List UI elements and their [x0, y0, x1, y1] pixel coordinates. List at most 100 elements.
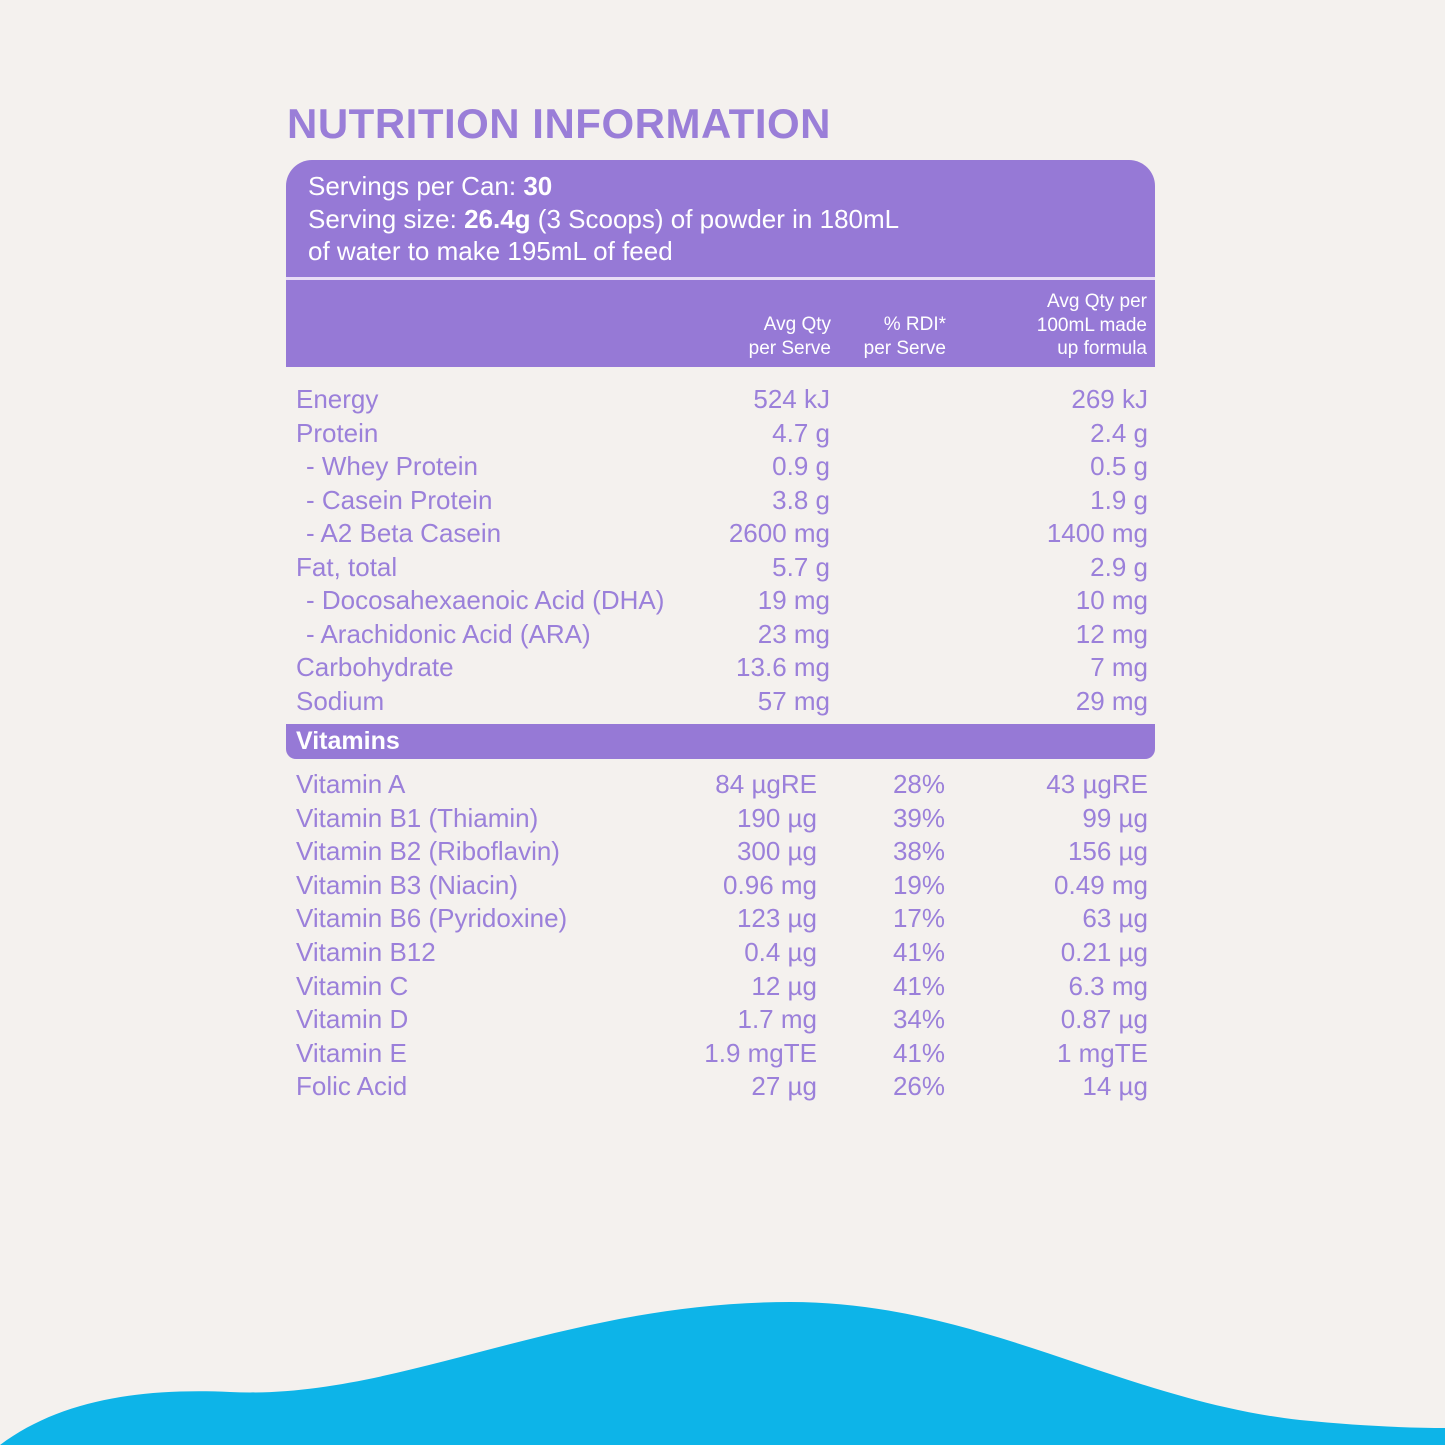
- size-value: 26.4g: [464, 203, 531, 234]
- nutrient-name: - Docosahexaenoic Acid (DHA): [306, 585, 665, 615]
- nutrient-row: Fat, total 5.7 g 2.9 g: [296, 551, 1148, 584]
- rdi-value: 34%: [892, 1004, 945, 1035]
- per-100ml-value: 0.87 µg: [1060, 1004, 1148, 1035]
- nutrient-row: Energy 524 kJ 269 kJ: [296, 383, 1148, 416]
- per-serve-value: 2600 mg: [728, 518, 830, 548]
- rdi-value: 19%: [892, 869, 945, 900]
- per-100ml-value: 0.49 mg: [1054, 869, 1148, 900]
- page-title: NUTRITION INFORMATION: [287, 100, 831, 147]
- nutrient-row: - Casein Protein 3.8 g 1.9 g: [296, 484, 1148, 517]
- vitamin-row: Vitamin B1 (Thiamin) 190 µg 39% 99 µg: [296, 802, 1148, 835]
- per-100ml-value: 2.9 g: [1090, 551, 1148, 582]
- rdi-value: 41%: [892, 970, 945, 1001]
- rdi-value: 28%: [892, 769, 945, 799]
- per-serve-value: 5.7 g: [772, 551, 830, 582]
- size-rest: (3 Scoops) of powder in 180mL: [530, 203, 900, 234]
- nutrient-name: - A2 Beta Casein: [306, 518, 502, 548]
- vitamin-name: Vitamin B2 (Riboflavin): [296, 836, 560, 867]
- vitamin-name: Vitamin B1 (Thiamin): [296, 802, 539, 833]
- nutrient-row: - A2 Beta Casein 2600 mg 1400 mg: [296, 517, 1148, 550]
- per-serve-value: 13.6 mg: [736, 652, 830, 682]
- rdi-value: 26%: [892, 1071, 945, 1102]
- per-100ml-value: 1.9 g: [1090, 484, 1148, 515]
- col-header-rdi: % RDI* per Serve: [863, 314, 946, 359]
- per-100ml-value: 156 µg: [1067, 836, 1148, 867]
- rdi-value: 38%: [892, 836, 945, 867]
- nutrient-name: Carbohydrate: [296, 652, 454, 682]
- vitamin-row: Vitamin B3 (Niacin) 0.96 mg 19% 0.49 mg: [296, 869, 1148, 902]
- per-100ml-value: 1400 mg: [1046, 518, 1148, 548]
- servings-label: Servings per Can:: [308, 171, 524, 201]
- per-100ml-value: 0.21 µg: [1060, 937, 1148, 967]
- vitamin-name: Vitamin B12: [296, 937, 436, 967]
- nutrient-name: Fat, total: [296, 551, 398, 582]
- per-serve-value: 0.4 µg: [744, 937, 817, 967]
- per-serve-value: 1.9 mgTE: [704, 1037, 817, 1068]
- vitamin-row: Vitamin D 1.7 mg 34% 0.87 µg: [296, 1003, 1148, 1036]
- nutrient-name: Energy: [296, 384, 379, 414]
- size-label: Serving size:: [308, 203, 465, 234]
- vitamin-name: Vitamin B3 (Niacin): [296, 869, 519, 900]
- vitamin-name: Vitamin E: [296, 1037, 407, 1068]
- per-serve-value: 0.9 g: [772, 451, 830, 481]
- per-100ml-value: 43 µgRE: [1046, 769, 1148, 799]
- vitamin-name: Folic Acid: [296, 1071, 408, 1102]
- vitamin-row: Vitamin A 84 µgRE 28% 43 µgRE: [296, 768, 1148, 801]
- per-100ml-value: 7 mg: [1090, 652, 1148, 682]
- divider: [286, 277, 1155, 280]
- per-100ml-value: 1 mgTE: [1056, 1037, 1148, 1068]
- per-serve-value: 23 mg: [757, 618, 830, 649]
- servings-value: 30: [523, 171, 553, 201]
- vitamin-name: Vitamin B6 (Pyridoxine): [296, 903, 568, 934]
- serving-header: Servings per Can: 30 Serving size: 26.4g…: [286, 160, 1155, 367]
- rdi-value: 17%: [892, 903, 945, 934]
- nutrient-row: Protein 4.7 g 2.4 g: [296, 417, 1148, 450]
- rdi-value: 39%: [892, 802, 945, 833]
- vitamin-row: Vitamin C 12 µg 41% 6.3 mg: [296, 970, 1148, 1003]
- per-serve-value: 123 µg: [736, 903, 817, 934]
- serving-info: Servings per Can: 30 Serving size: 26.4g…: [308, 170, 899, 268]
- col-header-per-100ml: Avg Qty per 100mL made up formula: [1036, 291, 1147, 359]
- col-header-per-serve: Avg Qty per Serve: [748, 314, 831, 359]
- nutrient-row: - Arachidonic Acid (ARA) 23 mg 12 mg: [296, 618, 1148, 651]
- vitamin-row: Vitamin B6 (Pyridoxine) 123 µg 17% 63 µg: [296, 902, 1148, 935]
- per-serve-value: 27 µg: [751, 1071, 817, 1102]
- nutrient-row: Sodium 57 mg 29 mg: [296, 685, 1148, 718]
- nutrient-name: Sodium: [296, 685, 385, 716]
- per-100ml-value: 99 µg: [1082, 802, 1148, 833]
- per-serve-value: 3.8 g: [772, 484, 830, 515]
- nutrient-row: - Whey Protein 0.9 g 0.5 g: [296, 450, 1148, 483]
- per-serve-value: 300 µg: [736, 836, 817, 867]
- vitamin-row: Vitamin B12 0.4 µg 41% 0.21 µg: [296, 936, 1148, 969]
- vitamins-section-header: Vitamins: [286, 724, 1155, 759]
- vitamin-name: Vitamin A: [296, 769, 406, 799]
- wave-decoration: [0, 1302, 1445, 1445]
- vitamin-name: Vitamin D: [296, 1004, 409, 1035]
- vitamin-row: Vitamin B2 (Riboflavin) 300 µg 38% 156 µg: [296, 835, 1148, 868]
- vitamin-row: Folic Acid 27 µg 26% 14 µg: [296, 1070, 1148, 1103]
- per-100ml-value: 12 mg: [1075, 618, 1148, 649]
- per-100ml-value: 0.5 g: [1090, 451, 1148, 481]
- rdi-value: 41%: [892, 1037, 945, 1068]
- per-serve-value: 12 µg: [751, 970, 817, 1001]
- nutrient-name: - Casein Protein: [306, 484, 493, 515]
- per-100ml-value: 6.3 mg: [1068, 970, 1149, 1001]
- per-100ml-value: 10 mg: [1075, 585, 1148, 615]
- nutrient-row: Carbohydrate 13.6 mg 7 mg: [296, 651, 1148, 684]
- per-100ml-value: 29 mg: [1075, 685, 1148, 716]
- per-serve-value: 4.7 g: [772, 417, 830, 448]
- per-100ml-value: 14 µg: [1082, 1071, 1148, 1102]
- per-100ml-value: 2.4 g: [1090, 417, 1148, 448]
- nutrient-row: - Docosahexaenoic Acid (DHA) 19 mg 10 mg: [296, 584, 1148, 617]
- per-serve-value: 0.96 mg: [723, 869, 817, 900]
- serving-line3: of water to make 195mL of feed: [308, 236, 673, 266]
- nutrient-name: - Whey Protein: [306, 451, 478, 481]
- per-serve-value: 57 mg: [757, 685, 830, 716]
- per-100ml-value: 63 µg: [1082, 903, 1148, 934]
- per-100ml-value: 269 kJ: [1071, 384, 1148, 414]
- nutrient-name: - Arachidonic Acid (ARA): [306, 618, 591, 649]
- nutrient-name: Protein: [296, 417, 379, 448]
- per-serve-value: 524 kJ: [753, 384, 830, 414]
- vitamin-row: Vitamin E 1.9 mgTE 41% 1 mgTE: [296, 1037, 1148, 1070]
- per-serve-value: 190 µg: [736, 802, 817, 833]
